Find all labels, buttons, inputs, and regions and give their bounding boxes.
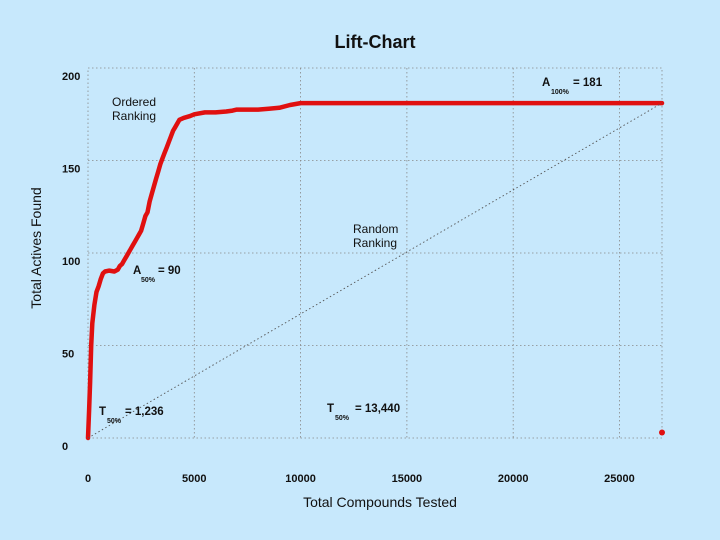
x-axis-label: Total Compounds Tested xyxy=(303,494,457,510)
y-axis-label: Total Actives Found xyxy=(28,187,44,308)
x-tick-label: 20000 xyxy=(498,473,529,485)
t50-random-main: T xyxy=(327,403,334,415)
y-tick-label: 150 xyxy=(62,164,80,176)
y-tick-label: 50 xyxy=(62,349,74,361)
ordered-label-line1: Ordered xyxy=(112,95,156,109)
plot-frame xyxy=(87,67,663,439)
chart-title: Lift-Chart xyxy=(335,32,416,52)
x-tick-label: 10000 xyxy=(285,473,316,485)
a50-sub: 50% xyxy=(141,277,156,284)
t50-ordered-sub: 50% xyxy=(107,418,122,425)
ordered-label-line2: Ranking xyxy=(112,109,156,123)
y-tick-label: 0 xyxy=(62,441,68,453)
tick-labels: 0 5000 10000 15000 20000 25000 0 50 100 150 200 xyxy=(62,71,635,485)
a100-annotation: A 100% = 181 xyxy=(542,77,603,96)
t50-ordered-main: T xyxy=(99,406,106,418)
a100-sub: 100% xyxy=(551,89,570,96)
a50-rest: = 90 xyxy=(158,265,181,277)
x-tick-label: 25000 xyxy=(604,473,635,485)
x-tick-label: 0 xyxy=(85,473,91,485)
t50-ordered-annotation: T 50% = 1,236 xyxy=(99,406,164,425)
y-tick-label: 200 xyxy=(62,71,80,83)
a50-annotation: A 50% = 90 xyxy=(133,265,181,284)
t50-random-rest: = 13,440 xyxy=(355,403,400,415)
a100-main: A xyxy=(542,77,550,89)
x-tick-label: 5000 xyxy=(182,473,206,485)
t50-random-sub: 50% xyxy=(335,415,350,422)
a100-rest: = 181 xyxy=(573,77,603,89)
series-layer xyxy=(85,100,665,441)
ordered-ranking-line xyxy=(85,100,665,441)
a50-main: A xyxy=(133,265,141,277)
y-tick-label: 100 xyxy=(62,256,80,268)
isolated-point xyxy=(659,429,665,436)
random-label-line1: Random xyxy=(353,222,398,236)
random-ranking-line xyxy=(87,102,663,439)
t50-random-annotation: T 50% = 13,440 xyxy=(327,403,400,422)
random-label-line2: Ranking xyxy=(353,236,397,250)
grid xyxy=(87,67,663,439)
x-tick-label: 15000 xyxy=(392,473,423,485)
t50-ordered-rest: = 1,236 xyxy=(125,406,164,418)
